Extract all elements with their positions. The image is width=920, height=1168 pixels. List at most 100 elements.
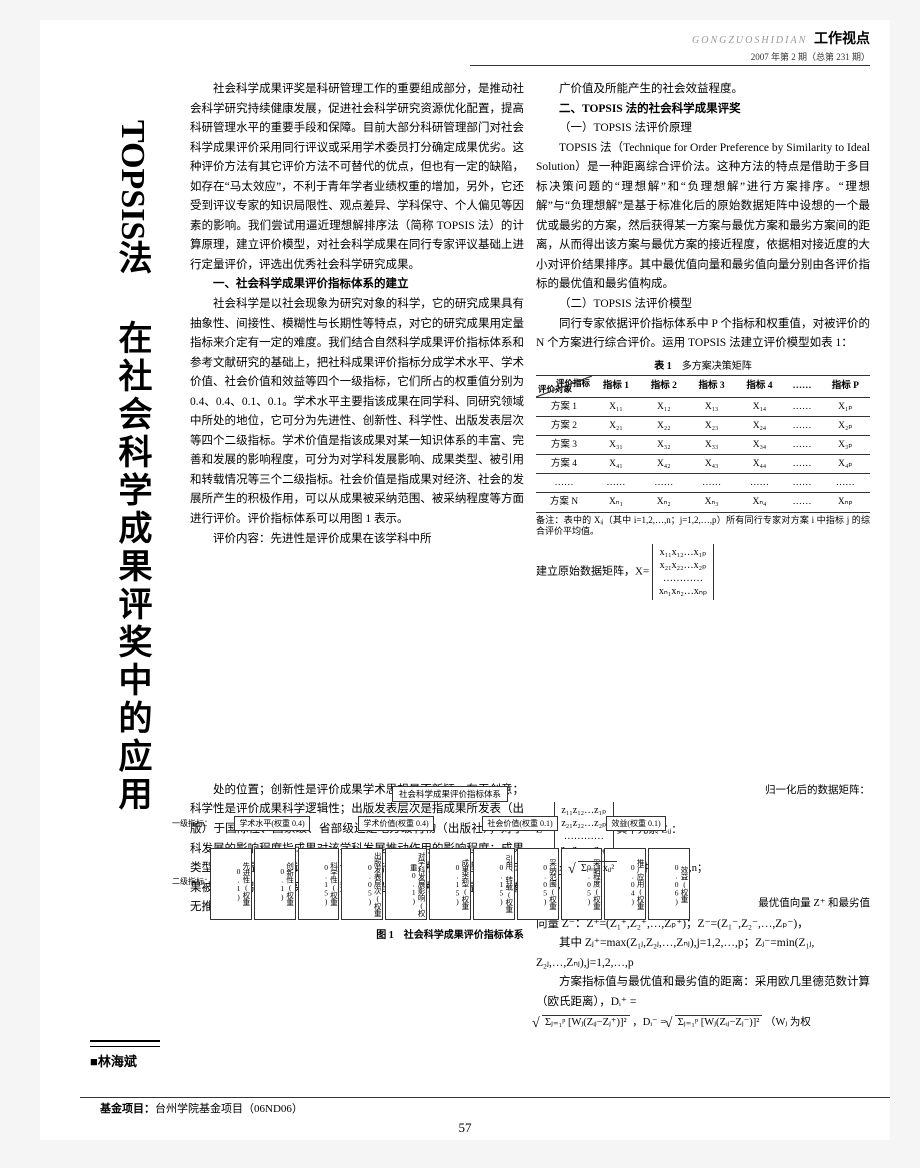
fund-text: 台州学院基金项目（06ND06） <box>155 1103 303 1115</box>
matrix-X-bracket: x₁₁x₁₂…x₁ₚ x₂₁x₂₂…x₂ₚ ………… xₙ₁xₙ₂…xₙₚ <box>652 544 714 600</box>
col-header: 指标 2 <box>640 375 688 397</box>
fig1-l1-box: 学术价值(权重 0.4) <box>358 816 433 831</box>
fig1-l2-box: 效益(权重0.06) <box>648 848 690 920</box>
table-row: …………………………………… <box>536 474 870 493</box>
cell: X₄₂ <box>640 455 688 474</box>
cell: …… <box>821 474 870 493</box>
cell: X₃ₚ <box>821 435 870 454</box>
cell: X₄₃ <box>688 455 736 474</box>
table-1: 表 1 多方案决策矩阵 评价指标 评价对象 指标 1 指标 2 <box>536 358 870 538</box>
fig1-l2-box: 出版发表层次(权重0.05) <box>341 848 383 920</box>
section-heading-2: 二、TOPSIS 法的社会科学成果评奖 <box>536 100 870 120</box>
dist-lead: 方案指标值与最优值和最劣值的距离：采用欧几里德范数计算（欧氏距离），Dᵢ⁺ = <box>536 973 870 1012</box>
cell: …… <box>736 474 784 493</box>
cell: X₃₁ <box>592 435 640 454</box>
decision-matrix-table: 评价指标 评价对象 指标 1 指标 2 指标 3 指标 4 …… 指标 P <box>536 375 870 513</box>
cell: X₄₁ <box>592 455 640 474</box>
header-issue: 2007 年第 2 期（总第 231 期） <box>40 50 870 63</box>
article-title: TOPSIS法 在社会科学成果评奖中的应用 <box>100 120 152 814</box>
para: TOPSIS 法（Technique for Order Preference … <box>536 139 870 295</box>
fig1-l1-label: 一级指标： <box>172 818 212 829</box>
cell: Xₙₚ <box>821 493 870 512</box>
fig1-l2-box: 采纳程度(权重0.05) <box>561 848 603 920</box>
table-row: 方案 NXₙ₁Xₙ₂Xₙ₃Xₙ₄……Xₙₚ <box>536 493 870 512</box>
fig1-l1-box: 社会价值(权重 0.1) <box>482 816 557 831</box>
fig1-chart: 一级指标： 二级指标： 社会科学成果评价指标体系 学术水平(权重 0.4)学术价… <box>210 786 690 922</box>
subheading-2-2: （二）TOPSIS 法评价模型 <box>536 295 870 315</box>
table-1-note: 备注：表中的 Xᵢⱼ（其中 i=1,2,…,n；j=1,2,…,p）所有同行专家… <box>536 515 870 538</box>
table-diag-header: 评价指标 评价对象 <box>536 375 592 397</box>
table-1-caption: 表 1 多方案决策矩阵 <box>536 358 870 375</box>
para: 社会科学是以社会现象为研究对象的科学，它的研究成果具有抽象性、间接性、模糊性与长… <box>190 295 524 530</box>
fig1-l2-box: 创新性(权重0.1) <box>254 848 296 920</box>
figure-1-caption: 图 1 社会科学成果评价指标体系 <box>210 926 690 941</box>
cell: X₃₂ <box>640 435 688 454</box>
cell: X₃₄ <box>736 435 784 454</box>
row-label: …… <box>536 474 592 493</box>
table-row: 方案 3X₃₁X₃₂X₃₃X₃₄……X₃ₚ <box>536 435 870 454</box>
cell: …… <box>783 493 820 512</box>
title-cn-fa: 法 <box>113 240 151 278</box>
cell: …… <box>688 474 736 493</box>
cell: Xₙ₁ <box>592 493 640 512</box>
para: 同行专家依据评价指标体系中 P 个指标和权重值，对被评价的 N 个方案进行综合评… <box>536 315 870 354</box>
author-rule-thick <box>90 1040 160 1042</box>
fig1-l2-box: 科学性(权重0.15) <box>298 848 340 920</box>
column-left-upper: 社会科学成果评奖是科研管理工作的重要组成部分，是推动社会科学研究持续健康发展，促… <box>190 80 524 606</box>
text-columns-upper: 社会科学成果评奖是科研管理工作的重要组成部分，是推动社会科学研究持续健康发展，促… <box>190 80 870 606</box>
col-header: 指标 4 <box>736 375 784 397</box>
header-section-title: 工作视点 <box>814 32 870 47</box>
cell: X₂₃ <box>688 416 736 435</box>
author-block: ■林海斌 <box>90 1040 160 1070</box>
fig1-level1-row: 学术水平(权重 0.4) 学术价值(权重 0.4) 社会价值(权重 0.1) 效益(权… <box>210 816 690 831</box>
fig1-l1-box: 学术水平(权重 0.4) <box>234 816 309 831</box>
cell: X₂₁ <box>592 416 640 435</box>
fig1-l2-box: 引用、转载(权重0.15) <box>473 848 515 920</box>
cell: …… <box>783 397 820 416</box>
column-right-upper: 广价值及所能产生的社会效益程度。 二、TOPSIS 法的社会科学成果评奖 （一）… <box>536 80 870 606</box>
subheading-2-1: （一）TOPSIS 法评价原理 <box>536 119 870 139</box>
cell: Xₙ₄ <box>736 493 784 512</box>
matrix-X: 建立原始数据矩阵，X= x₁₁x₁₂…x₁ₚ x₂₁x₂₂…x₂ₚ ………… x… <box>536 544 870 600</box>
footer-rule <box>80 1097 890 1098</box>
content: TOPSIS法 在社会科学成果评奖中的应用 ■林海斌 社会科学成果评奖是科研管理… <box>40 70 890 1034</box>
para: 评价内容：先进性是评价成果在该学科中所 <box>190 530 524 550</box>
header-rule <box>470 65 870 66</box>
cell: …… <box>783 416 820 435</box>
row-label: 方案 2 <box>536 416 592 435</box>
col-header: 指标 1 <box>592 375 640 397</box>
fig1-root-box: 社会科学成果评价指标体系 <box>392 786 508 802</box>
row-label: 方案 N <box>536 493 592 512</box>
table-row: 方案 1X₁₁X₁₂X₁₃X₁₄……X₁ₚ <box>536 397 870 416</box>
fig1-level2-row: 先进性(权重0.1)创新性(权重0.1)科学性(权重0.15)出版发表层次(权重… <box>210 848 690 920</box>
cell: X₄₄ <box>736 455 784 474</box>
page-number: 57 <box>459 1120 472 1136</box>
cell: X₁ₚ <box>821 397 870 416</box>
fig1-l1-box: 效益(权重 0.1) <box>606 816 665 831</box>
cell: X₂ₚ <box>821 416 870 435</box>
para: 广价值及所能产生的社会效益程度。 <box>536 80 870 100</box>
col-header: 指标 3 <box>688 375 736 397</box>
cell: X₄ₚ <box>821 455 870 474</box>
cell: X₁₄ <box>736 397 784 416</box>
fig1-l2-box: 对学科发展影响(权重0.1) <box>385 848 427 920</box>
cell: …… <box>640 474 688 493</box>
fund-note: 基金项目：台州学院基金项目（06ND06） <box>100 1100 303 1116</box>
col-header: 指标 P <box>821 375 870 397</box>
cell: …… <box>783 474 820 493</box>
d-formula: Σⱼ₌₁ᵖ [Wⱼ(Zᵢⱼ−Zⱼ⁺)]² ，Dᵢ⁻ = Σⱼ₌₁ᵖ [Wⱼ(Zᵢ… <box>536 1015 870 1031</box>
cell: Xₙ₃ <box>688 493 736 512</box>
cell: Xₙ₂ <box>640 493 688 512</box>
cell: X₃₃ <box>688 435 736 454</box>
table-row: 方案 4X₄₁X₄₂X₄₃X₄₄……X₄ₚ <box>536 455 870 474</box>
title-english: TOPSIS <box>114 120 151 240</box>
author-rule-thin <box>90 1046 160 1047</box>
zij-formula: Zᵢⱼ = xᵢⱼ Σᵢ₌₁ⁿ xᵢⱼ² （其中 i=1,2,…,n； <box>536 861 870 877</box>
fig1-l2-box: 推广应用(权重0.04) <box>604 848 646 920</box>
cell: …… <box>783 455 820 474</box>
cell: X₁₃ <box>688 397 736 416</box>
col-header: …… <box>783 375 820 397</box>
fig1-l2-box: 先进性(权重0.1) <box>210 848 252 920</box>
page: GONGZUOSHIDIAN 工作视点 2007 年第 2 期（总第 231 期… <box>40 20 890 1140</box>
title-cn-rest: 在社会科学成果评奖中的应用 <box>113 320 151 814</box>
